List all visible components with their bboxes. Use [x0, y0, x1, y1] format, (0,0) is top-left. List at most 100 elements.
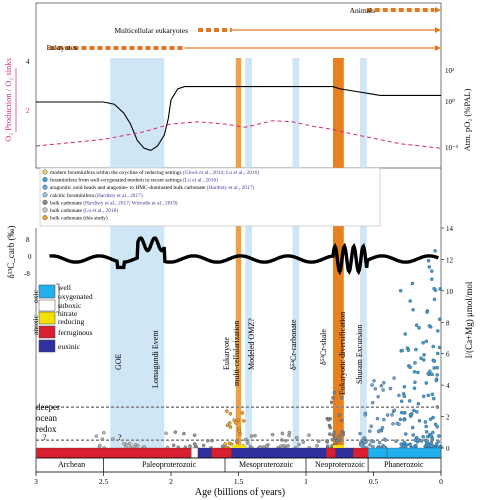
foram-high-20 — [429, 444, 434, 448]
foram-modern-51 — [434, 378, 439, 383]
foram-high-14 — [426, 258, 431, 263]
legend-marker-2 — [42, 184, 48, 190]
foram-modern-54 — [419, 356, 423, 360]
foram-high-2 — [434, 442, 439, 446]
timeline-label-animals: Animals — [350, 6, 375, 15]
bulk-phan-a-40 — [392, 408, 397, 413]
top-left-tick-4: 4 — [26, 58, 30, 66]
foram-modern-5 — [417, 326, 421, 330]
key-well-oxygenated-1: well — [58, 283, 71, 292]
redox-yellow-neo — [333, 445, 344, 448]
bulk-phan-a-56 — [362, 440, 367, 444]
event-eukaryotic-diversification: Eukaryotic diversification — [338, 312, 347, 395]
bulk-archean-0 — [127, 441, 132, 446]
deeper-ocean-2: ocean — [36, 413, 57, 423]
x-tick-label-6: 0 — [439, 477, 443, 486]
bulk-this-study-19 — [227, 421, 232, 425]
question-mark-1: ? — [43, 433, 47, 442]
bottom-left-tick-8: 8 — [26, 236, 30, 244]
foram-high-25 — [436, 329, 440, 333]
redox-seg-4 — [231, 447, 246, 459]
carbon-isotope-line — [49, 236, 439, 276]
right-tick-label-7: 14 — [446, 225, 454, 233]
x-tick-label-4: 1 — [304, 477, 308, 486]
x-tick-label-5: 0.5 — [369, 477, 379, 486]
key-euxinic: euxinic — [58, 342, 81, 351]
foram-modern-95 — [413, 380, 417, 385]
bulk-phan-a-30 — [382, 417, 386, 422]
foram-modern-25 — [414, 347, 418, 352]
foram-modern-91 — [401, 444, 405, 449]
bulk-neo-36 — [340, 395, 344, 400]
x-tick-label-3: 1.5 — [234, 477, 244, 486]
redox-seg-2 — [197, 447, 212, 459]
legend-label-2: aragonitic ooid beads and aragonite- to … — [50, 184, 254, 191]
right-tick-label-2: 4 — [446, 382, 450, 390]
foram-modern-63 — [411, 433, 416, 437]
po2-curve — [36, 86, 441, 152]
bulk-neo-37 — [331, 396, 335, 400]
foram-high-5 — [426, 372, 430, 376]
right-tick-label-4: 8 — [446, 319, 450, 327]
bulk-phan-a-52 — [379, 384, 384, 388]
redox-seg-6 — [326, 447, 336, 459]
bulk-phan-a-16 — [373, 387, 378, 391]
foram-modern-24 — [433, 422, 438, 427]
foram-high-16 — [433, 288, 438, 293]
bulk-this-study-2 — [242, 419, 246, 423]
foram-modern-70 — [432, 359, 437, 363]
foram-modern-92 — [424, 381, 429, 385]
key-suboxic-swatch — [38, 299, 56, 312]
foram-modern-13 — [398, 417, 403, 422]
bulk-paleo-1 — [173, 430, 178, 434]
bulk-paleo-13 — [193, 443, 198, 447]
bulk-archean-18 — [132, 444, 137, 449]
foram-modern-94 — [427, 324, 432, 328]
bulk-paleo-10 — [220, 444, 225, 449]
foram-modern-44 — [407, 399, 412, 403]
foram-modern-93 — [406, 348, 411, 352]
bulk-this-study-0 — [228, 425, 233, 429]
production-sinks-curve — [35, 120, 442, 149]
bulk-paleo-8 — [171, 443, 176, 448]
redox-seg-5 — [245, 447, 327, 459]
bulk-this-study-12 — [232, 418, 236, 422]
legend-label-6: bulk carbonate (this study) — [50, 215, 108, 222]
foram-modern-71 — [426, 393, 431, 398]
foram-high-29 — [433, 249, 437, 253]
bulk-meso-21 — [253, 433, 257, 438]
legend-ref-4: (Hardisty et al., 2017; Wörndle et al., … — [83, 199, 178, 206]
era-archean: Archean — [58, 460, 85, 469]
legend-label-4: bulk carbonate (Hardisty et al., 2017; W… — [50, 199, 178, 206]
foram-modern-98 — [414, 323, 419, 327]
foram-modern-77 — [408, 443, 413, 447]
event-shuram: Shuram Excursion — [355, 325, 364, 384]
bottom-left-tick-0: 0 — [28, 253, 32, 261]
bulk-meso-14 — [249, 434, 254, 438]
foram-high-8 — [432, 396, 436, 401]
foram-modern-84 — [412, 408, 416, 413]
foram-modern-35 — [408, 365, 412, 370]
foram-high-22 — [430, 269, 434, 273]
bulk-phan-a-28 — [368, 429, 372, 433]
bulk-meso-12 — [301, 440, 306, 444]
bulk-paleo-4 — [201, 443, 206, 448]
foram-modern-1 — [413, 361, 417, 365]
x-tick-label-0: 3 — [34, 477, 38, 486]
bulk-meso-18 — [279, 444, 283, 448]
bottom-left-tick-neg8: -8 — [24, 270, 30, 278]
event-eukaryote-multicell-1: Eukaryote — [222, 337, 231, 370]
redox-seg-9 — [367, 447, 388, 459]
key-ferruginous-swatch — [38, 325, 56, 339]
redox-seg-3 — [211, 447, 232, 459]
bulk-meso-8 — [282, 443, 286, 448]
bulk-archean-16 — [102, 431, 106, 435]
legend-marker-4 — [42, 199, 48, 205]
foram-modern-86 — [432, 297, 437, 302]
key-well-oxygenated-2: oxygenated — [58, 292, 93, 301]
bulk-this-study-3 — [238, 432, 242, 436]
bulk-neo-26 — [332, 430, 337, 435]
blue-band-1 — [245, 58, 252, 448]
foram-modern-58 — [426, 434, 430, 439]
foram-modern-23 — [435, 373, 439, 377]
